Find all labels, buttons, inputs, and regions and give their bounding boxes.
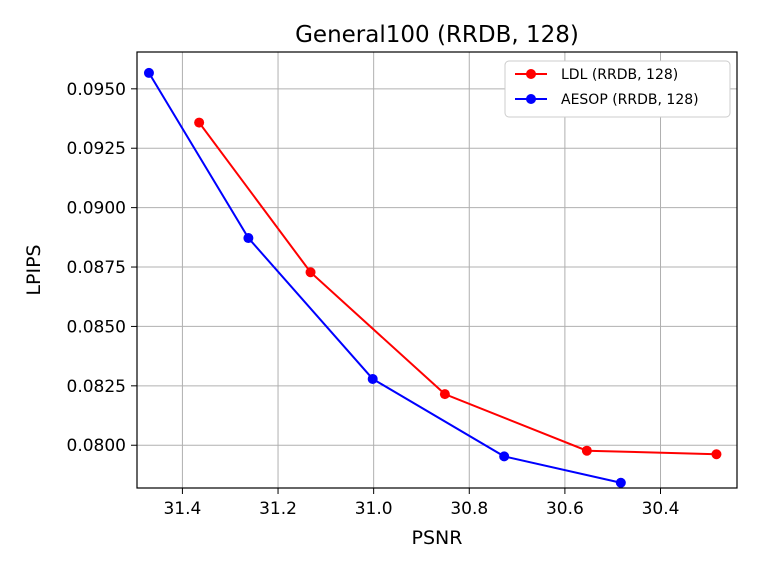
series-1-point bbox=[499, 451, 510, 462]
x-tick-label: 31.0 bbox=[355, 499, 393, 519]
y-tick-label: 0.0900 bbox=[67, 199, 126, 219]
series-0-point bbox=[305, 267, 316, 278]
y-tick-label: 0.0825 bbox=[67, 377, 126, 397]
y-tick-label: 0.0800 bbox=[67, 436, 126, 456]
x-axis-ticks: 31.4 31.2 31.0 30.8 30.6 30.4 bbox=[163, 488, 679, 519]
x-tick-label: 31.4 bbox=[163, 499, 201, 519]
series-1-point bbox=[243, 233, 254, 244]
y-tick-label: 0.0925 bbox=[67, 139, 126, 159]
legend-box bbox=[504, 60, 731, 118]
legend-marker-aesop bbox=[526, 94, 536, 104]
plot-frame bbox=[136, 51, 738, 489]
x-axis-label: PSNR bbox=[412, 527, 463, 549]
y-tick-label: 0.0850 bbox=[67, 317, 126, 337]
x-tick-label: 30.8 bbox=[450, 499, 488, 519]
grid-lines bbox=[137, 52, 737, 488]
x-tick-label: 30.6 bbox=[546, 499, 584, 519]
legend: LDL (RRDB, 128) AESOP (RRDB, 128) bbox=[504, 60, 731, 118]
y-tick-label: 0.0950 bbox=[67, 80, 126, 100]
data-series bbox=[143, 67, 722, 488]
legend-marker-ldl bbox=[526, 69, 536, 79]
chart-title: General100 (RRDB, 128) bbox=[295, 22, 579, 48]
series-1-point bbox=[143, 67, 154, 78]
x-tick-label: 30.4 bbox=[642, 499, 680, 519]
legend-label-aesop: AESOP (RRDB, 128) bbox=[561, 92, 699, 108]
y-tick-label: 0.0875 bbox=[67, 258, 126, 278]
y-axis-ticks: 0.0800 0.0825 0.0850 0.0875 0.0900 0.0925 0.09… bbox=[67, 80, 137, 456]
series-0-point bbox=[194, 117, 205, 128]
series-0-point bbox=[711, 449, 722, 460]
legend-label-ldl: LDL (RRDB, 128) bbox=[561, 67, 678, 83]
series-0-point bbox=[581, 445, 592, 456]
y-axis-label: LPIPS bbox=[23, 244, 45, 295]
series-1-point bbox=[367, 373, 378, 384]
series-1-point bbox=[615, 477, 626, 488]
x-tick-label: 31.2 bbox=[259, 499, 297, 519]
series-0-point bbox=[439, 389, 450, 400]
